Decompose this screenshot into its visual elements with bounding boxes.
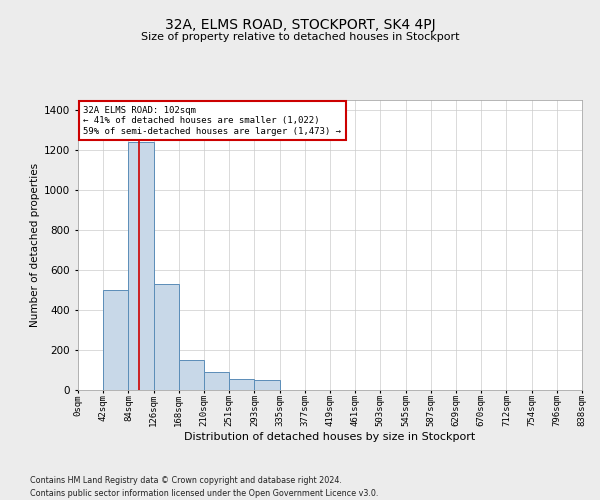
Bar xyxy=(128,142,154,390)
Bar xyxy=(229,379,254,390)
Y-axis label: Number of detached properties: Number of detached properties xyxy=(30,163,40,327)
Bar xyxy=(103,290,128,390)
X-axis label: Distribution of detached houses by size in Stockport: Distribution of detached houses by size … xyxy=(184,432,476,442)
Bar xyxy=(254,380,280,390)
Bar xyxy=(154,284,179,390)
Text: 32A, ELMS ROAD, STOCKPORT, SK4 4PJ: 32A, ELMS ROAD, STOCKPORT, SK4 4PJ xyxy=(164,18,436,32)
Bar xyxy=(179,360,204,390)
Text: Contains public sector information licensed under the Open Government Licence v3: Contains public sector information licen… xyxy=(30,489,379,498)
Text: Size of property relative to detached houses in Stockport: Size of property relative to detached ho… xyxy=(141,32,459,42)
Bar xyxy=(204,372,229,390)
Text: Contains HM Land Registry data © Crown copyright and database right 2024.: Contains HM Land Registry data © Crown c… xyxy=(30,476,342,485)
Text: 32A ELMS ROAD: 102sqm
← 41% of detached houses are smaller (1,022)
59% of semi-d: 32A ELMS ROAD: 102sqm ← 41% of detached … xyxy=(83,106,341,136)
